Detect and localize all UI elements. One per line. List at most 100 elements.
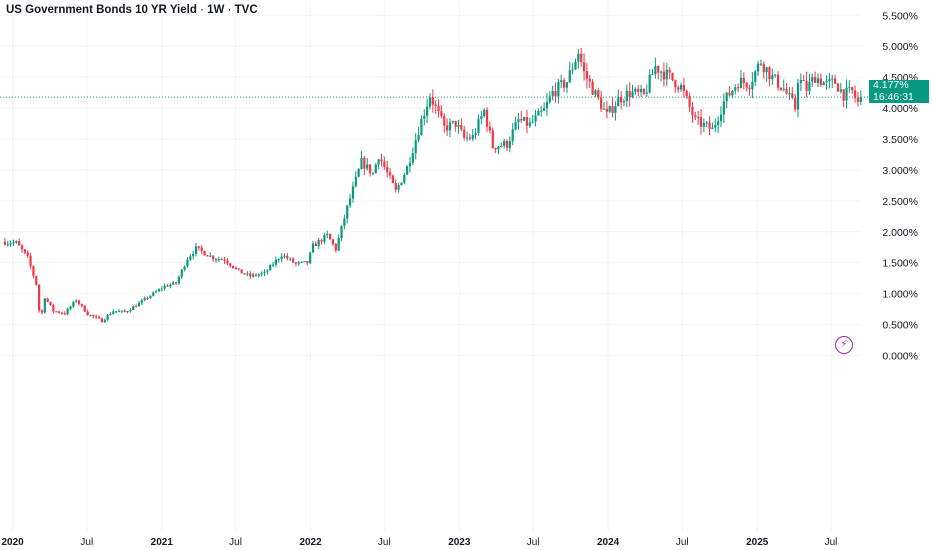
candle-body (12, 242, 15, 244)
symbol-name: US Government Bonds 10 YR Yield (6, 4, 197, 16)
candle-body (511, 129, 514, 142)
candle-body (15, 241, 18, 243)
candle-body (714, 125, 717, 128)
candle-body (799, 79, 802, 84)
candle-body (631, 91, 634, 97)
candle-body (214, 259, 218, 261)
candle-body (691, 106, 694, 116)
candle-body (460, 125, 463, 130)
candle-body (756, 63, 760, 72)
x-tick-label: 2023 (448, 537, 471, 548)
candle-body (434, 104, 437, 107)
x-tick-label: 2021 (151, 537, 174, 548)
candle-body (443, 116, 446, 126)
candle-body (440, 111, 443, 117)
candle-body (212, 255, 215, 260)
candle-body (754, 71, 757, 82)
candle-body (135, 306, 138, 308)
candle-body (497, 146, 500, 150)
candle-body (628, 90, 631, 97)
candle-body (725, 92, 728, 102)
candle-body (719, 114, 723, 122)
candle-body (209, 255, 212, 257)
candle-body (426, 106, 429, 116)
candle-body (368, 164, 372, 174)
candle-body (445, 125, 449, 131)
candle-body (40, 310, 44, 313)
candle-body (639, 89, 643, 92)
candle-body (408, 162, 412, 167)
candle-body (197, 246, 200, 248)
candle-body (83, 305, 86, 312)
candles (3, 47, 862, 323)
candle-body (437, 106, 440, 112)
candle-body (751, 81, 754, 90)
interval-label[interactable]: 1W (207, 4, 225, 16)
candle-body (269, 264, 272, 271)
candle-body (836, 83, 840, 92)
x-tick-label: Jul (378, 537, 391, 548)
candle-body (859, 97, 862, 102)
x-tick-label: Jul (825, 537, 838, 548)
candle-body (391, 175, 394, 183)
candle-body (816, 78, 820, 84)
x-tick-label: 2022 (299, 537, 322, 548)
candle-body (428, 97, 432, 107)
y-tick-label: 3.500% (882, 134, 918, 146)
candle-body (702, 123, 705, 127)
candle-body (311, 243, 315, 253)
candle-body (38, 284, 41, 311)
candle-body (540, 110, 543, 112)
candle-body (808, 81, 811, 91)
current-price-tag: 4.177% 16:46:31 (869, 79, 929, 103)
candle-body (23, 249, 26, 253)
candle-body (517, 119, 520, 123)
candle-body (523, 117, 526, 121)
title-separator: · (200, 4, 204, 16)
candle-body (834, 78, 837, 84)
candle-body (283, 255, 286, 257)
candle-body (237, 268, 240, 270)
candle-body (580, 53, 583, 63)
candle-body (417, 135, 420, 141)
candle-body (157, 289, 161, 292)
candle-body (57, 311, 61, 313)
candle-body (591, 81, 594, 95)
candle-body (651, 74, 654, 76)
candle-body (722, 101, 725, 115)
candle-body (26, 252, 29, 256)
candle-body (52, 305, 55, 312)
candle-body (374, 164, 377, 174)
candle-body (491, 130, 494, 148)
y-tick-label: 4.000% (882, 103, 918, 115)
candle-body (682, 85, 685, 92)
candle-body (348, 198, 352, 206)
candle-body (115, 311, 118, 313)
candle-body (380, 159, 383, 162)
candle-body (300, 261, 303, 263)
candle-body (748, 87, 751, 90)
candle-body (169, 284, 172, 287)
candle-body (340, 225, 343, 238)
candle-body (711, 127, 714, 129)
lightning-icon[interactable]: ⚡ (835, 336, 853, 354)
candle-body (220, 259, 223, 261)
candle-body (140, 300, 143, 303)
candle-body (203, 251, 206, 256)
candle-body (326, 233, 329, 235)
candle-body (280, 256, 283, 260)
candle-body (400, 182, 403, 186)
candle-body (266, 270, 269, 272)
candle-body (585, 71, 588, 79)
candle-body (243, 273, 246, 275)
x-tick-label: Jul (80, 537, 93, 548)
candle-body (708, 122, 711, 129)
candle-body (357, 169, 360, 177)
candle-body (18, 241, 21, 246)
candle-body (739, 77, 743, 88)
candle-body (588, 78, 591, 82)
candle-body (574, 61, 577, 70)
candle-body (226, 260, 229, 264)
candle-body (160, 288, 163, 290)
